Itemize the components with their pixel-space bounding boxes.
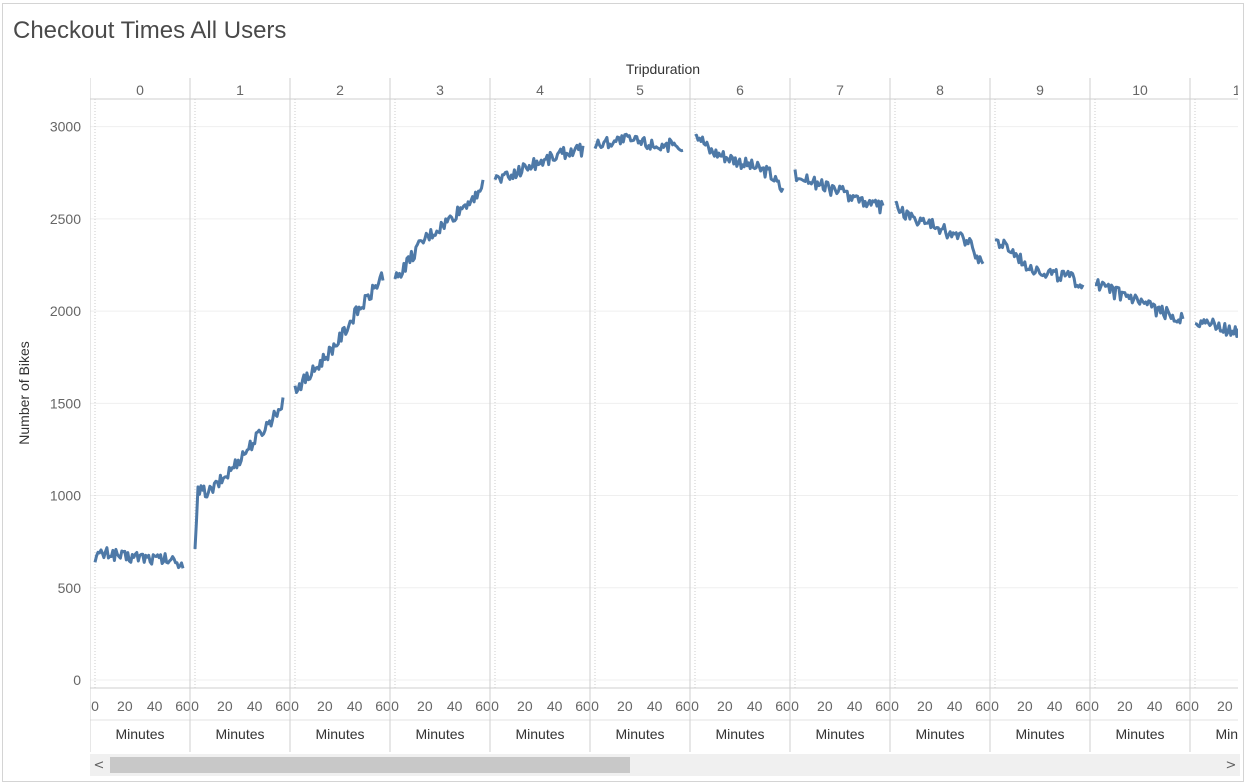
x-tick-label: 40	[547, 698, 563, 714]
x-tick-label: 40	[347, 698, 363, 714]
pane-header-label: 6	[736, 82, 744, 98]
chevron-left-icon[interactable]: <	[90, 754, 108, 776]
x-tick-label: 40	[947, 698, 963, 714]
x-tick-label: 60	[175, 698, 191, 714]
series-line-4	[495, 144, 583, 182]
x-tick-label: 60	[575, 698, 591, 714]
series-line-10	[1095, 280, 1183, 323]
x-tick-label: 20	[217, 698, 233, 714]
x-axis-label: Minutes	[715, 726, 764, 742]
x-axis-label: Minutes	[615, 726, 664, 742]
pane-header-label: 9	[1036, 82, 1044, 98]
y-tick-label: 2500	[50, 211, 81, 227]
pane-header-label: 0	[136, 82, 144, 98]
series-line-7	[795, 170, 883, 213]
pane-header-label: 4	[536, 82, 544, 98]
x-axis-label: Minutes	[1015, 726, 1064, 742]
series-line-3	[395, 180, 483, 279]
x-tick-label: 60	[1175, 698, 1191, 714]
x-tick-label: 0	[491, 698, 499, 714]
x-tick-label: 20	[517, 698, 533, 714]
series-line-9	[995, 240, 1083, 288]
x-axis-label: Minutes	[1115, 726, 1164, 742]
x-axis-label: Minutes	[315, 726, 364, 742]
x-tick-label: 0	[391, 698, 399, 714]
y-axis-title: Number of Bikes	[16, 341, 32, 444]
y-tick-label: 3000	[50, 119, 81, 135]
x-tick-label: 60	[275, 698, 291, 714]
x-axis-label: Minutes	[215, 726, 264, 742]
series-line-1	[195, 398, 283, 550]
x-axis-label: Minutes	[1215, 726, 1246, 742]
x-tick-label: 40	[1047, 698, 1063, 714]
y-tick-label: 0	[73, 672, 81, 688]
x-tick-label: 40	[247, 698, 263, 714]
x-tick-label: 0	[691, 698, 699, 714]
column-header-title: Tripduration	[626, 61, 700, 77]
x-tick-label: 40	[447, 698, 463, 714]
x-tick-label: 0	[891, 698, 899, 714]
y-tick-label: 2000	[50, 303, 81, 319]
x-tick-label: 40	[647, 698, 663, 714]
horizontal-scrollbar[interactable]: < >	[90, 754, 1240, 776]
series-line-6	[695, 135, 783, 191]
pane-header-label: 11	[1233, 82, 1246, 98]
x-tick-label: 20	[1217, 698, 1233, 714]
y-tick-label: 500	[58, 580, 82, 596]
x-tick-label: 0	[1191, 698, 1199, 714]
x-tick-label: 40	[747, 698, 763, 714]
x-tick-label: 0	[291, 698, 299, 714]
pane-header-label: 5	[636, 82, 644, 98]
x-tick-label: 20	[1117, 698, 1133, 714]
pane-header-label: 8	[936, 82, 944, 98]
x-tick-label: 0	[91, 698, 99, 714]
x-tick-label: 40	[1147, 698, 1163, 714]
series-line-8	[895, 202, 983, 263]
pane-header-label: 7	[836, 82, 844, 98]
x-axis-label: Minutes	[415, 726, 464, 742]
x-tick-label: 60	[1075, 698, 1091, 714]
scrollbar-thumb[interactable]	[110, 757, 630, 773]
x-tick-label: 20	[1017, 698, 1033, 714]
y-tick-label: 1500	[50, 395, 81, 411]
x-tick-label: 0	[991, 698, 999, 714]
x-tick-label: 40	[847, 698, 863, 714]
y-tick-label: 1000	[50, 488, 81, 504]
x-tick-label: 60	[975, 698, 991, 714]
series-line-5	[595, 134, 683, 151]
x-tick-label: 60	[875, 698, 891, 714]
x-axis-label: Minutes	[915, 726, 964, 742]
x-tick-label: 20	[317, 698, 333, 714]
chevron-right-icon[interactable]: >	[1222, 754, 1240, 776]
x-tick-label: 20	[717, 698, 733, 714]
pane-header-label: 1	[236, 82, 244, 98]
x-tick-label: 20	[617, 698, 633, 714]
pane-header-label: 2	[336, 82, 344, 98]
x-tick-label: 60	[375, 698, 391, 714]
x-tick-label: 20	[117, 698, 133, 714]
pane-header-label: 10	[1132, 82, 1148, 98]
x-axis-label: Minutes	[815, 726, 864, 742]
x-tick-label: 0	[791, 698, 799, 714]
x-tick-label: 60	[675, 698, 691, 714]
x-tick-label: 60	[475, 698, 491, 714]
x-tick-label: 0	[1091, 698, 1099, 714]
x-axis-label: Minutes	[515, 726, 564, 742]
series-line-2	[295, 273, 383, 393]
series-line-11	[1195, 319, 1246, 344]
series-line-0	[95, 548, 183, 569]
x-tick-label: 20	[917, 698, 933, 714]
x-tick-label: 0	[191, 698, 199, 714]
x-tick-label: 0	[591, 698, 599, 714]
x-tick-label: 20	[417, 698, 433, 714]
x-tick-label: 40	[147, 698, 163, 714]
pane-header-label: 3	[436, 82, 444, 98]
x-tick-label: 60	[775, 698, 791, 714]
x-axis-label: Minutes	[115, 726, 164, 742]
x-tick-label: 20	[817, 698, 833, 714]
